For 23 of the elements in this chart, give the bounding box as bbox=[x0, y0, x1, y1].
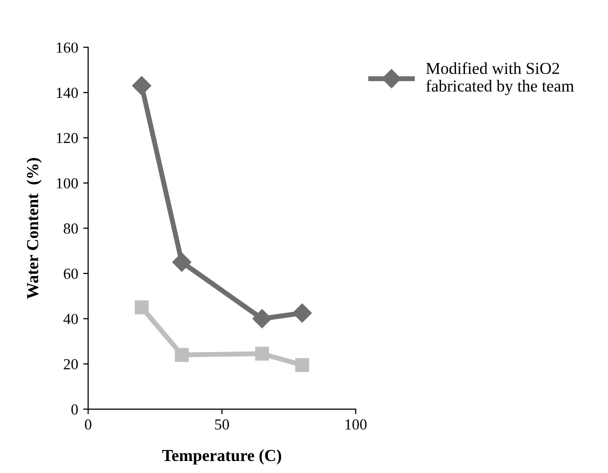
x-tick-label: 100 bbox=[346, 419, 367, 430]
y-tick-label: 0 bbox=[71, 404, 78, 415]
y-axis-title: Water Content (%) bbox=[26, 158, 42, 299]
point bbox=[174, 348, 189, 362]
y-tick-label: 80 bbox=[64, 223, 78, 234]
y-tick-label: 120 bbox=[56, 132, 78, 144]
y-tick-label: 100 bbox=[56, 178, 78, 188]
y-tick-label: 40 bbox=[63, 314, 78, 324]
point bbox=[252, 309, 272, 328]
point bbox=[172, 252, 192, 272]
point bbox=[292, 303, 312, 323]
y-tick-label: 160 bbox=[56, 42, 78, 53]
x-tick-label: 50 bbox=[215, 419, 229, 430]
x-tick-label: 0 bbox=[84, 419, 92, 430]
point bbox=[132, 76, 152, 96]
legend-label: Modified with SiO2 fabricated by the team bbox=[426, 62, 574, 96]
y-tick-label: 140 bbox=[56, 88, 78, 98]
point bbox=[255, 346, 269, 361]
point bbox=[295, 358, 310, 372]
y-tick-label: 20 bbox=[64, 359, 78, 370]
y-tick-label: 60 bbox=[64, 268, 78, 279]
x-axis-title: Temperature (C) bbox=[162, 449, 282, 465]
point bbox=[134, 300, 149, 314]
